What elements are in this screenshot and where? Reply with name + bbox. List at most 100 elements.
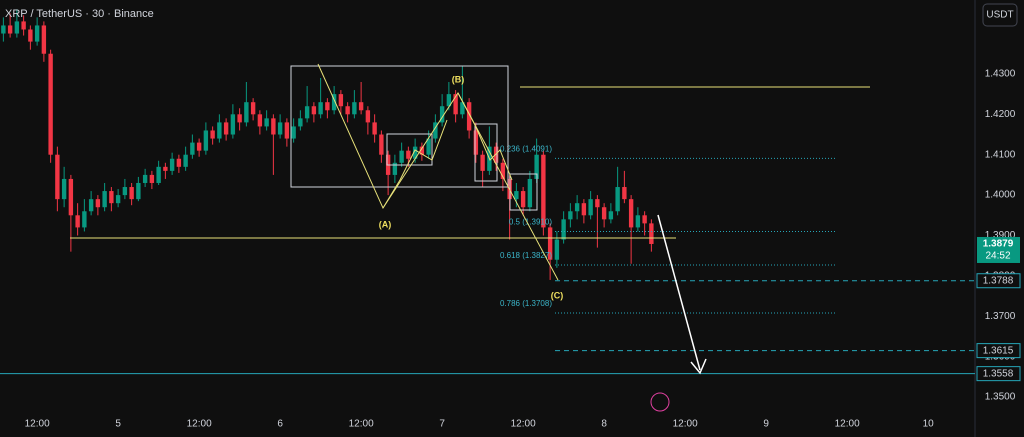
candle-body	[493, 146, 499, 163]
y-tick-label: 1.4300	[985, 69, 1016, 80]
candle-body	[190, 142, 195, 155]
annotations	[290, 63, 707, 375]
candle-body	[48, 53, 53, 155]
x-tick-label: 12:00	[349, 419, 374, 430]
candle-body	[358, 102, 364, 111]
candle-body	[325, 102, 330, 111]
y-tick-label: 1.3700	[985, 311, 1016, 322]
candle-body	[608, 211, 614, 220]
candle-body	[426, 138, 431, 155]
candle-body	[122, 187, 128, 196]
candle-body	[88, 199, 94, 212]
candle-body	[352, 102, 357, 115]
x-tick-label: 12:00	[673, 419, 698, 430]
candle-body	[277, 122, 283, 135]
candle-body	[75, 215, 80, 228]
pattern-box	[509, 173, 538, 211]
candle-body	[34, 25, 40, 42]
candle-body	[318, 102, 323, 115]
x-tick-label: 12:00	[511, 419, 536, 430]
candle-body	[142, 174, 148, 183]
y-tick-label: 1.4200	[985, 109, 1016, 120]
y-tick-label: 1.3500	[985, 392, 1016, 403]
fib-label: 0.5 (1.3910)	[509, 218, 552, 227]
candle-body	[554, 239, 560, 260]
x-tick-label: 9	[763, 419, 769, 430]
candle-body	[21, 21, 26, 30]
candle-body	[379, 134, 384, 155]
candle-body	[433, 122, 438, 139]
x-tick-label: 5	[115, 419, 121, 430]
candle-body	[581, 203, 587, 216]
candle-body	[412, 146, 418, 159]
price-label-box	[976, 366, 1021, 382]
candle-body	[500, 162, 506, 179]
candle-body	[622, 187, 627, 200]
candle-body	[217, 122, 222, 139]
candle-body	[338, 94, 344, 107]
candle-body	[271, 118, 276, 135]
range-box	[290, 65, 509, 188]
candle-body	[244, 102, 249, 123]
candle-body	[615, 187, 620, 212]
currency-label[interactable]: USDT	[986, 10, 1013, 21]
candle-body	[311, 106, 317, 115]
y-tick-label: 1.4000	[985, 190, 1016, 201]
candle-body	[156, 166, 161, 183]
candle-body	[466, 102, 472, 131]
candle-body	[365, 110, 371, 123]
candle-body	[210, 130, 215, 139]
candle-body	[250, 102, 256, 115]
candle-body	[257, 114, 263, 127]
candle-body	[82, 211, 87, 228]
arrow	[657, 214, 701, 371]
price-label: 1.3615	[983, 345, 1014, 356]
candle-body	[169, 158, 175, 171]
candle-body	[534, 154, 539, 179]
candle-body	[345, 106, 350, 115]
candle-body	[264, 118, 269, 127]
candle-body	[115, 195, 121, 204]
current-price-box	[977, 236, 1020, 263]
event-icon[interactable]	[650, 392, 670, 412]
candle-body	[304, 106, 310, 119]
wave-label: (B)	[452, 74, 465, 84]
fib-label: 0.618 (1.3827)	[500, 251, 552, 260]
candle-body	[102, 191, 107, 208]
candle-body	[237, 114, 242, 123]
candle-body	[561, 219, 566, 240]
price-label: 1.3788	[983, 275, 1014, 286]
current-price: 1.3879	[983, 239, 1014, 250]
wave-line	[317, 63, 559, 281]
x-tick-label: 7	[439, 419, 445, 430]
candle-body	[460, 102, 465, 115]
candle-body	[55, 154, 60, 200]
candle-body	[480, 154, 485, 171]
price-label-box	[976, 273, 1021, 289]
candle-body	[514, 191, 519, 200]
candle-body	[635, 215, 641, 228]
plot: 12:00 5 12:00 6 12:00 7 12:00 8 12:00 9 12:00 10 1.3…	[0, 9, 1021, 430]
price-label-box	[976, 343, 1021, 359]
candle-body	[129, 187, 134, 200]
candle-body	[7, 25, 13, 34]
candle-body	[291, 126, 296, 139]
candle-body	[574, 203, 580, 212]
fib-label: 0.236 (1.4091)	[500, 144, 552, 153]
currency-button[interactable]	[982, 3, 1018, 27]
candle-body	[595, 199, 600, 208]
candle-body	[520, 191, 526, 208]
candle-body	[392, 162, 398, 175]
candle-body	[541, 154, 546, 228]
countdown: 24:52	[985, 251, 1010, 262]
candle-body	[95, 199, 101, 208]
candle-body	[568, 211, 573, 220]
candle-body	[28, 29, 33, 42]
price-label: 1.3558	[983, 368, 1014, 379]
symbol-title: XRP / TetherUS · 30 · Binance	[5, 8, 154, 20]
candle-body	[642, 215, 647, 224]
candle-body	[446, 94, 452, 107]
candle-body	[149, 174, 155, 183]
candle-body	[61, 178, 67, 200]
